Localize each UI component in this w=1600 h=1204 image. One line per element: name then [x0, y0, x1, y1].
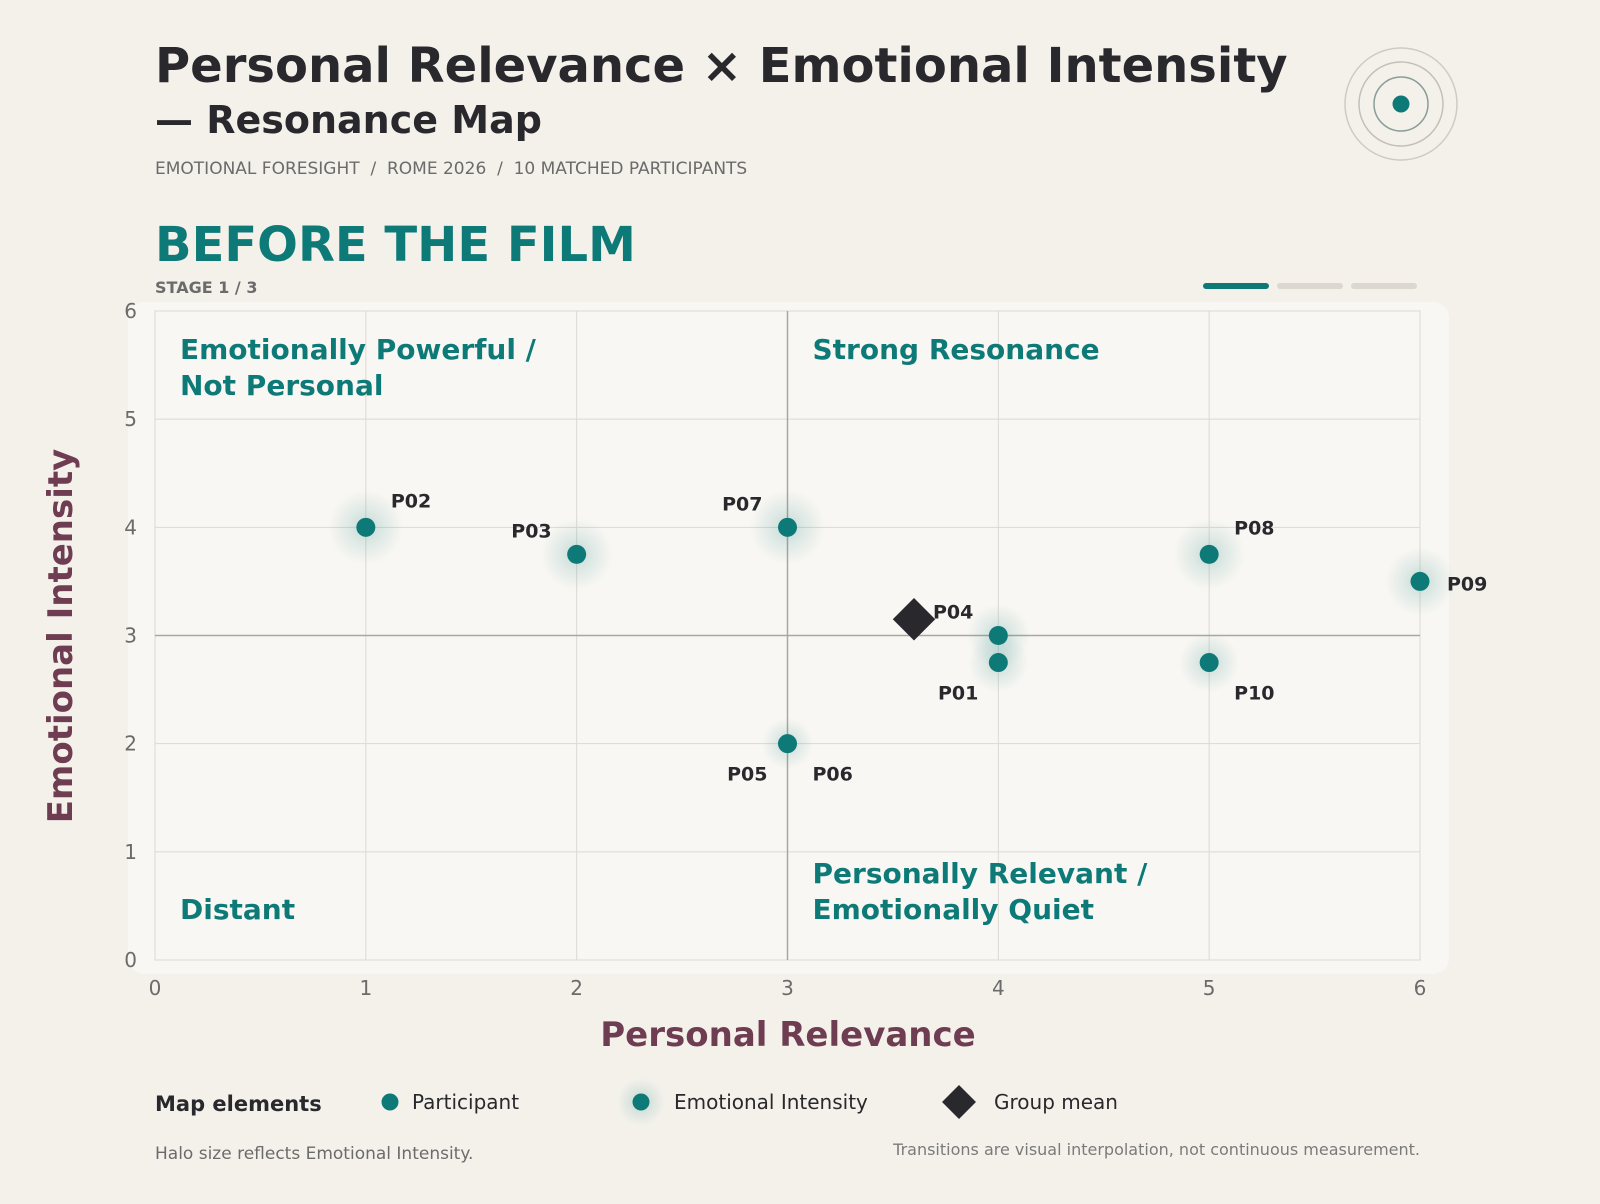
point-label: P01 — [938, 683, 978, 705]
legend-mean-label: Group mean — [994, 1090, 1118, 1114]
point-label: P06 — [813, 764, 853, 786]
participant-point — [988, 653, 1008, 673]
participant-point — [988, 626, 1008, 645]
y-tick-label: 4 — [124, 515, 137, 539]
participant-point — [356, 517, 376, 537]
x-axis-title: Personal Relevance — [600, 1015, 975, 1055]
legend-participant-marker — [381, 1093, 399, 1111]
y-tick-label: 6 — [124, 299, 137, 323]
point-label: P05 — [727, 764, 767, 786]
point-label-layer: P01 P02 P03 P04 P05 P06 P07 P08 P09 P10 — [391, 490, 1488, 785]
page-title-line2: — Resonance Map — [155, 98, 542, 142]
legend-participant-label: Participant — [412, 1090, 519, 1114]
point-label: P07 — [722, 493, 762, 515]
point-label: P09 — [1447, 573, 1487, 595]
y-tick-label: 0 — [124, 948, 137, 972]
y-axis-title: Emotional Intensity — [41, 449, 81, 824]
participant-point — [1199, 544, 1219, 564]
transition-note: Transitions are visual interpolation, no… — [892, 1140, 1420, 1159]
y-tick-label: 3 — [124, 624, 137, 648]
legend-halo-marker — [632, 1093, 650, 1111]
point-label: P02 — [391, 490, 431, 512]
page-subtitle: EMOTIONAL FORESIGHT / ROME 2026 / 10 MAT… — [155, 159, 747, 179]
quadrant-label-bottom-right: Emotionally Quiet — [813, 893, 1095, 926]
page-title: Personal Relevance × Emotional Intensity — [155, 38, 1288, 94]
x-tick-label: 3 — [781, 976, 794, 1000]
x-tick-label: 0 — [149, 976, 162, 1000]
y-tick-label: 5 — [124, 407, 137, 431]
x-tick-label: 6 — [1414, 976, 1427, 1000]
quadrant-label-top-left: Not Personal — [180, 369, 383, 402]
legend-title: Map elements — [155, 1092, 322, 1116]
participant-point — [1410, 571, 1430, 591]
participant-point — [778, 734, 797, 754]
point-label: P08 — [1234, 517, 1274, 539]
quadrant-label-bottom-right: Personally Relevant / — [813, 857, 1149, 890]
legend-halo-label: Emotional Intensity — [674, 1090, 868, 1114]
quadrant-labels: Emotionally Powerful /Not Personal Strong… — [180, 333, 1148, 926]
x-tick-label: 5 — [1203, 976, 1216, 1000]
y-tick-label: 1 — [124, 840, 137, 864]
participant-point — [778, 517, 797, 537]
participant-point — [1199, 653, 1219, 673]
stage-title: BEFORE THE FILM — [155, 217, 636, 273]
point-label: P10 — [1234, 683, 1274, 705]
x-tick-label: 2 — [570, 976, 583, 1000]
target-icon — [1344, 47, 1458, 161]
x-tick-label: 1 — [359, 976, 372, 1000]
x-tick-label: 4 — [992, 976, 1005, 1000]
y-tick-label: 2 — [124, 732, 137, 756]
quadrant-label-bottom-left: Distant — [180, 893, 295, 926]
participant-point — [567, 544, 587, 564]
stage-label: STAGE 1 / 3 — [155, 278, 257, 297]
legend-mean-marker — [942, 1085, 976, 1119]
point-label: P04 — [933, 602, 973, 624]
halo-note: Halo size reflects Emotional Intensity. — [155, 1144, 473, 1164]
plot-card — [128, 302, 1449, 974]
legend: Map elements Participant Emotional Inten… — [155, 1078, 1118, 1126]
quadrant-label-top-left: Emotionally Powerful / — [180, 333, 537, 366]
point-label: P03 — [511, 520, 551, 542]
quadrant-label-top-right: Strong Resonance — [813, 333, 1100, 366]
